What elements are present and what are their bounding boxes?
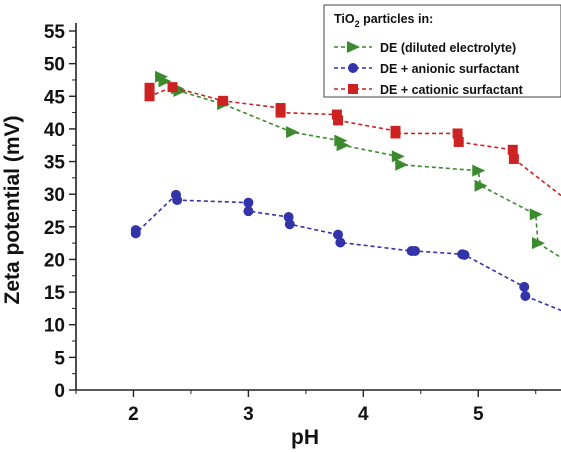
axes: pH Zeta potential (mV) 05101520253035404… [1, 22, 561, 449]
marker-square [452, 128, 463, 139]
marker-triangle [395, 158, 409, 171]
marker-triangle [336, 139, 350, 152]
marker-square [453, 136, 464, 147]
legend-entry-0: DE (diluted electrolyte) [334, 41, 516, 55]
series-line [134, 193, 527, 297]
legend-title: TiO2 particles in: [334, 12, 433, 29]
marker-square [218, 95, 229, 106]
marker-square [144, 91, 155, 102]
marker-square [331, 109, 342, 120]
marker-circle [172, 195, 183, 206]
y-tick-label: 0 [54, 381, 65, 402]
x-tick-label: 3 [243, 404, 254, 425]
marker-triangle [529, 208, 543, 221]
marker-triangle [532, 237, 546, 250]
legend-label: DE + cationic surfactant [380, 83, 524, 97]
marker-square [390, 128, 401, 139]
x-tick-label: 2 [128, 404, 139, 425]
y-tick-label: 20 [44, 250, 65, 271]
marker-square [333, 115, 344, 126]
marker-square [508, 153, 519, 164]
y-tick-label: 55 [44, 22, 66, 43]
marker-triangle [158, 75, 172, 88]
x-tick-label: 5 [473, 404, 484, 425]
marker-triangle [472, 164, 486, 177]
y-tick-label: 50 [44, 55, 65, 76]
x-axis-title: pH [291, 426, 319, 449]
y-tick-label: 25 [44, 218, 66, 239]
marker-circle [410, 245, 421, 256]
marker-triangle [286, 126, 300, 139]
marker-circle [519, 281, 530, 292]
y-tick-label: 40 [44, 120, 65, 141]
marker-circle [348, 63, 358, 73]
marker-triangle [347, 41, 360, 53]
marker-circle [243, 206, 254, 217]
y-tick-label: 10 [44, 316, 65, 337]
legend-box [323, 4, 561, 98]
series-trail [537, 242, 561, 259]
legend-entry-2: DE + cationic surfactant [334, 83, 524, 97]
series-trail [525, 295, 561, 312]
marker-circle [243, 197, 254, 208]
y-tick-label: 45 [44, 87, 66, 108]
marker-square [144, 82, 155, 93]
y-tick-label: 35 [44, 153, 66, 174]
plot-area [130, 70, 561, 312]
marker-square [348, 84, 358, 94]
series-1 [130, 189, 561, 312]
y-tick-label: 30 [44, 185, 65, 206]
y-tick-label: 15 [44, 283, 66, 304]
legend-entry-1: DE + anionic surfactant [334, 62, 520, 76]
series-trail [513, 158, 561, 197]
marker-triangle [391, 150, 405, 163]
legend-title-ti: TiO [334, 12, 355, 26]
marker-square [275, 107, 286, 118]
marker-circle [333, 229, 344, 240]
marker-circle [335, 237, 346, 248]
marker-square [167, 82, 178, 93]
legend-label: DE + anionic surfactant [380, 62, 520, 76]
legend-label: DE (diluted electrolyte) [380, 41, 516, 55]
marker-circle [130, 228, 141, 239]
legend-title-rest: particles in: [360, 12, 434, 26]
y-tick-label: 5 [54, 348, 65, 369]
y-axis-title: Zeta potential (mV) [1, 115, 24, 304]
series-2 [144, 82, 561, 197]
legend-title-subscript: 2 [355, 19, 360, 29]
marker-circle [284, 219, 295, 230]
legend: TiO2 particles in: DE (diluted electroly… [323, 4, 561, 98]
marker-circle [459, 249, 470, 260]
x-tick-label: 4 [358, 404, 369, 425]
marker-circle [520, 291, 531, 302]
marker-square [507, 144, 518, 155]
marker-triangle [474, 179, 488, 192]
